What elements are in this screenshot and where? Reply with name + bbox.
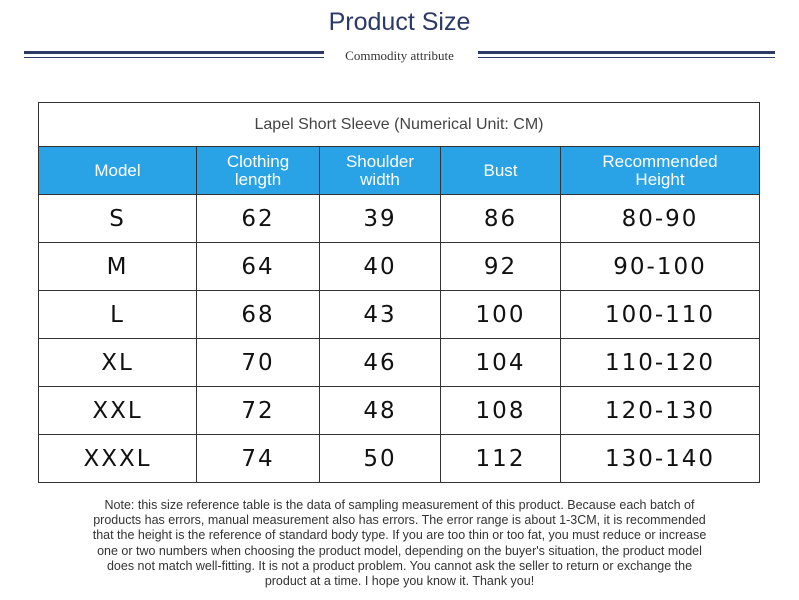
note-line: that the height is the reference of stan… (92, 528, 707, 543)
header-label: Bust (483, 160, 518, 180)
rule (478, 51, 775, 58)
cell: XXXL (38, 434, 197, 483)
cell: 74 (196, 434, 320, 483)
row: L 68 43 100 100-110 (38, 290, 760, 339)
cell: 62 (196, 194, 320, 243)
cell: 46 (319, 338, 441, 387)
cell: 130-140 (560, 434, 760, 483)
header-label: Model (94, 160, 141, 180)
note-line: product at a time. I hope you know it. T… (264, 574, 535, 589)
cell: 68 (196, 290, 320, 339)
header-cell: Clothing length (196, 146, 320, 195)
note: Note: this size reference table is the d… (0, 498, 799, 589)
cell: 108 (440, 386, 561, 435)
cell: 70 (196, 338, 320, 387)
row: S 62 39 86 80-90 (38, 194, 760, 243)
cell: 80-90 (560, 194, 760, 243)
caption: Lapel Short Sleeve (Numerical Unit: CM) (38, 102, 760, 147)
cell: 50 (319, 434, 441, 483)
row: XXXL 74 50 112 130-140 (38, 434, 760, 483)
rule (24, 51, 324, 58)
header-cell: Model (38, 146, 197, 195)
subtitle: Commodity attribute (345, 48, 454, 63)
cell: 72 (196, 386, 320, 435)
cell: XL (38, 338, 197, 387)
header-label: Clothing length (226, 151, 290, 189)
cell: 120-130 (560, 386, 760, 435)
row: M 64 40 92 90-100 (38, 242, 760, 291)
cell: 90-100 (560, 242, 760, 291)
cell: 100-110 (560, 290, 760, 339)
title: Product Size (328, 8, 471, 36)
note-line: does not match well-fitting. It is not a… (106, 558, 693, 573)
row: XL 70 46 104 110-120 (38, 338, 760, 387)
header-cell: Bust (440, 146, 561, 195)
cell: 40 (319, 242, 441, 291)
header-label: Shoulder width (345, 151, 415, 189)
cell: 39 (319, 194, 441, 243)
row: XXL 72 48 108 120-130 (38, 386, 760, 435)
cell: M (38, 242, 197, 291)
note-line: one or two numbers when choosing the pro… (97, 543, 702, 558)
cell: XXL (38, 386, 197, 435)
header-label: Recommended Height (602, 151, 718, 189)
cell: 112 (440, 434, 561, 483)
cell: S (38, 194, 197, 243)
cell: 64 (196, 242, 320, 291)
header-cell: Shoulder width (319, 146, 441, 195)
cell: 110-120 (560, 338, 760, 387)
cell: 100 (440, 290, 561, 339)
note-line: Note: this size reference table is the d… (104, 498, 695, 512)
cell: 48 (319, 386, 441, 435)
cell: 43 (319, 290, 441, 339)
note-line: products has errors, manual measurement … (93, 513, 706, 528)
cell: 86 (440, 194, 561, 243)
size-table: Lapel Short Sleeve (Numerical Unit: CM) … (38, 102, 760, 483)
header-cell: Recommended Height (560, 146, 760, 195)
cell: 92 (440, 242, 561, 291)
cell: 104 (440, 338, 561, 387)
cell: L (38, 290, 197, 339)
